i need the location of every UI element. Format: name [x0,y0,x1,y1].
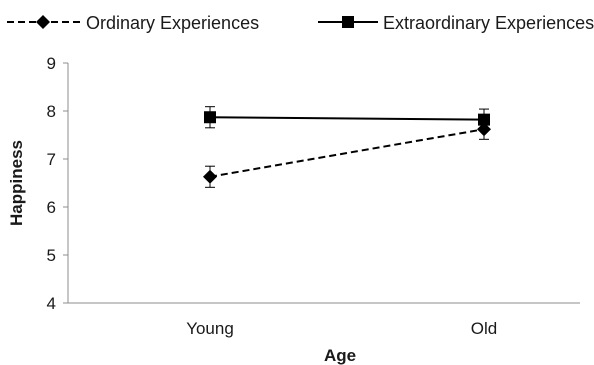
y-tick-label: 6 [47,198,56,217]
series-line [209,116,485,121]
legend: Ordinary Experiences Extraordinary Experi… [7,13,594,33]
y-tick-label: 4 [47,294,56,313]
series-group [203,106,491,188]
y-tick-label: 7 [47,150,56,169]
legend-item: Extraordinary Experiences [318,13,594,33]
data-point [203,169,217,184]
y-tick-label: 5 [47,246,56,265]
data-point [204,111,216,124]
legend-label: Extraordinary Experiences [383,13,594,33]
x-tick-label: Old [471,319,497,338]
legend-label: Ordinary Experiences [86,13,259,33]
y-tick-label: 8 [47,102,56,121]
y-tick-label: 9 [47,54,56,73]
x-ticks: Young Old [186,319,497,338]
legend-marker [36,15,50,29]
axes [67,63,580,304]
x-tick-label: Young [186,319,234,338]
legend-item: Ordinary Experiences [7,13,259,33]
y-axis-title: Happiness [7,140,26,226]
series-extraordinary [204,106,490,131]
x-axis-title: Age [324,346,356,365]
series-line [209,128,485,178]
y-ticks: 4 5 6 7 8 9 [47,54,68,313]
series-ordinary [203,118,491,188]
legend-marker [342,16,354,28]
data-point [478,113,490,126]
